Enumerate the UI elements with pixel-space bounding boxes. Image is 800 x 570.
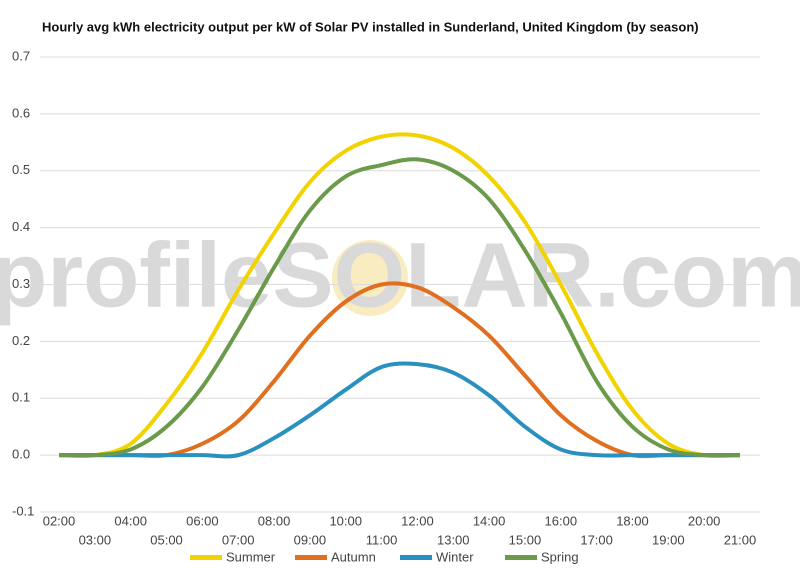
y-tick-label: 0.2 xyxy=(12,333,30,348)
series-line xyxy=(58,157,741,458)
x-tick-label: 14:00 xyxy=(473,513,506,528)
legend-label: Autumn xyxy=(331,549,376,564)
x-tick-label: 11:00 xyxy=(366,532,398,547)
x-tick-label: 07:00 xyxy=(222,532,255,547)
x-tick-label: 19:00 xyxy=(652,532,685,547)
y-tick-label: -0.1 xyxy=(12,503,34,518)
series-line xyxy=(59,361,740,459)
x-tick-label: 13:00 xyxy=(437,532,470,547)
y-tick-label: 0.6 xyxy=(12,105,30,120)
legend-swatch xyxy=(295,555,327,560)
x-tick-label: 15:00 xyxy=(509,532,542,547)
x-tick-label: 03:00 xyxy=(79,532,112,547)
series-line xyxy=(58,132,741,458)
y-tick-label: 0.1 xyxy=(12,390,30,405)
x-tick-label: 10:00 xyxy=(329,513,362,528)
legend-swatch xyxy=(400,555,432,560)
legend-swatch xyxy=(190,555,222,560)
y-tick-label: 0.5 xyxy=(12,162,30,177)
watermark: profileSOLAR.com xyxy=(0,224,800,326)
x-tick-label: 02:00 xyxy=(43,513,76,528)
legend-label: Winter xyxy=(436,549,474,564)
x-tick-label: 16:00 xyxy=(545,513,578,528)
legend-label: Summer xyxy=(226,549,276,564)
y-tick-label: 0.0 xyxy=(12,447,30,462)
legend-label: Spring xyxy=(541,549,579,564)
x-tick-label: 09:00 xyxy=(294,532,327,547)
x-tick-label: 08:00 xyxy=(258,513,291,528)
x-tick-label: 17:00 xyxy=(580,532,613,547)
x-tick-label: 20:00 xyxy=(688,513,721,528)
legend-swatch xyxy=(505,555,537,560)
x-tick-label: 04:00 xyxy=(114,513,147,528)
x-tick-label: 12:00 xyxy=(401,513,434,528)
x-tick-label: 18:00 xyxy=(616,513,649,528)
x-tick-label: 06:00 xyxy=(186,513,219,528)
y-tick-label: 0.7 xyxy=(12,48,30,63)
y-tick-label: 0.4 xyxy=(12,219,30,234)
y-tick-label: 0.3 xyxy=(12,276,30,291)
chart-title: Hourly avg kWh electricity output per kW… xyxy=(42,19,699,34)
x-tick-label: 21:00 xyxy=(724,532,757,547)
x-tick-label: 05:00 xyxy=(150,532,183,547)
